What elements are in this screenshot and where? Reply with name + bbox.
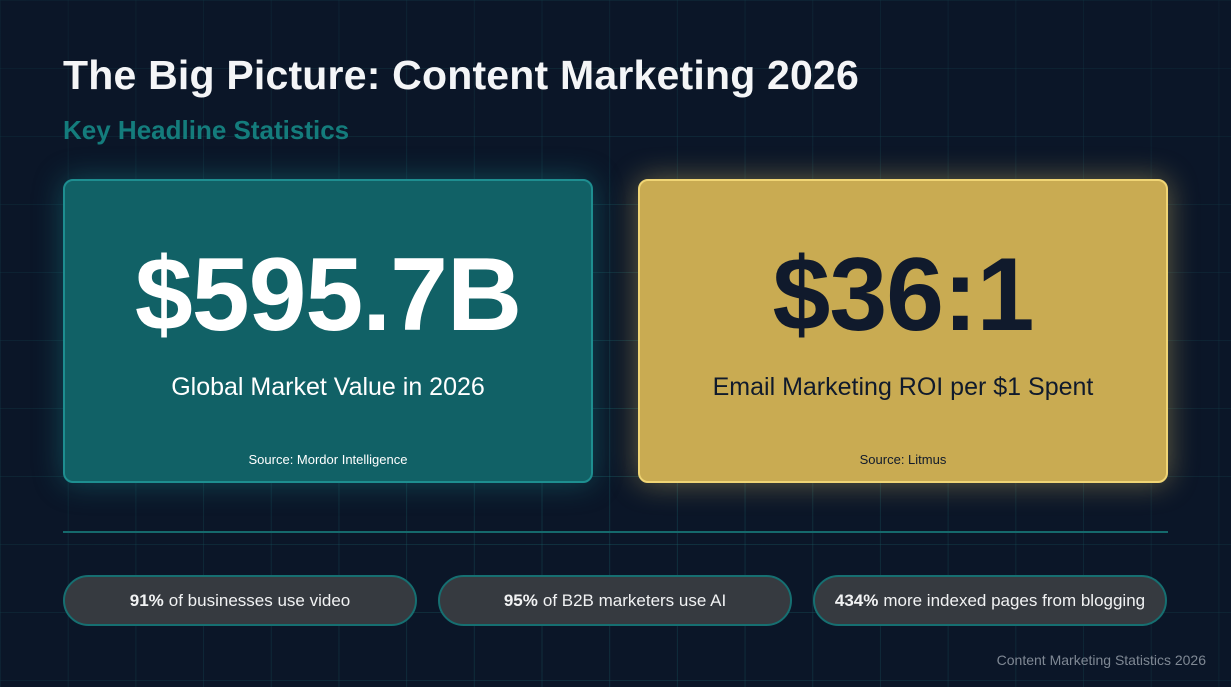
card-label: Email Marketing ROI per $1 Spent xyxy=(712,373,1094,401)
stat-pill-video: 91% of businesses use video xyxy=(63,575,417,626)
card-label: Global Market Value in 2026 xyxy=(171,373,485,401)
card-source: Source: Mordor Intelligence xyxy=(248,452,408,467)
card-value: $595.7B xyxy=(134,237,522,353)
stat-text: more indexed pages from blogging xyxy=(883,590,1146,610)
stat-figure: 95% xyxy=(503,590,538,610)
email-roi-card: $36:1 Email Marketing ROI per $1 Spent S… xyxy=(638,179,1168,483)
stat-text: of B2B marketers use AI xyxy=(542,590,727,610)
stat-pill-ai: 95% of B2B marketers use AI xyxy=(438,575,792,626)
stat-figure: 434% xyxy=(834,590,879,610)
card-value: $36:1 xyxy=(772,237,1035,353)
page-subtitle: Key Headline Statistics xyxy=(63,115,350,145)
stat-text: of businesses use video xyxy=(168,590,351,610)
divider xyxy=(63,531,1168,533)
stat-pill-blogging: 434% more indexed pages from blogging xyxy=(813,575,1167,626)
stat-figure: 91% xyxy=(129,590,164,610)
footer-caption: Content Marketing Statistics 2026 xyxy=(996,652,1206,668)
market-value-card: $595.7B Global Market Value in 2026 Sour… xyxy=(63,179,593,483)
page-title: The Big Picture: Content Marketing 2026 xyxy=(63,52,860,98)
card-source: Source: Litmus xyxy=(859,452,947,467)
